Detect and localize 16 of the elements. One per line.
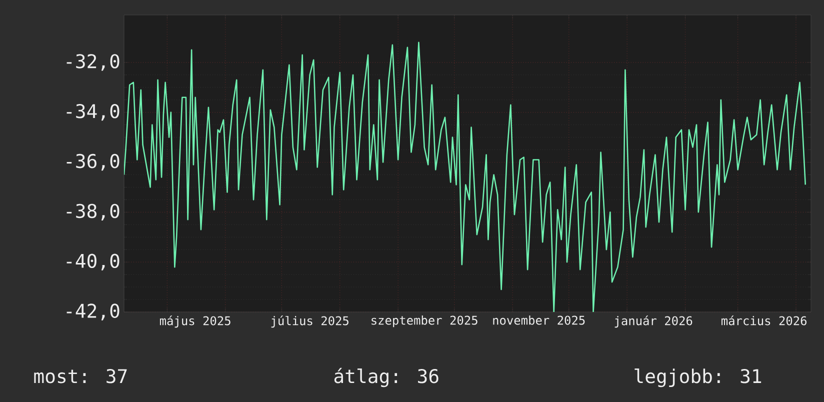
x-tick-label: november 2025 [493,316,585,325]
text: most: 37 [34,368,127,384]
y-tick-label: -42,0 [66,304,120,320]
y-tick-label: -32,0 [66,54,120,71]
x-tick-label: május 2025 [160,316,230,328]
x-tick-label: július 2025 [271,316,348,328]
y-tick-label: -36,0 [66,154,120,171]
y-tick-label: -34,0 [66,104,120,121]
y-tick-label: -40,0 [66,254,120,270]
text: átlag: 36 [334,368,438,388]
x-tick-label: szeptember 2025 [372,316,478,328]
line-series [124,42,806,312]
text: legjobb: 31 [634,368,762,388]
y-tick-label: -38,0 [66,204,120,221]
x-tick-label: március 2026 [722,316,806,326]
x-tick-label: január 2026 [614,316,692,328]
